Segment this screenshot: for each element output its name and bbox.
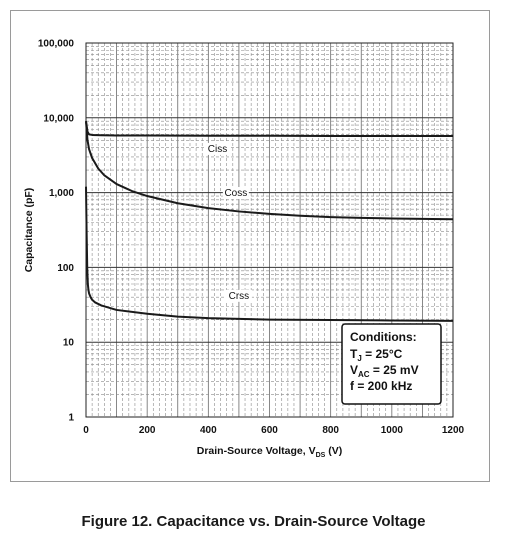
x-axis-label: Drain-Source Voltage, VDS (V) xyxy=(197,445,343,459)
y-tick-label: 1 xyxy=(68,413,74,424)
conditions-line: VAC = 25 mV xyxy=(350,363,419,379)
y-tick-label: 10 xyxy=(63,338,75,349)
y-axis-label: Capacitance (pF) xyxy=(23,188,35,273)
x-tick-label: 1000 xyxy=(381,425,404,436)
x-tick-label: 400 xyxy=(200,425,217,436)
conditions-line: TJ = 25°C xyxy=(350,347,403,363)
conditions-title: Conditions: xyxy=(350,330,417,344)
x-tick-label: 0 xyxy=(83,425,89,436)
series-label-bg xyxy=(204,142,231,155)
x-tick-label: 1200 xyxy=(442,425,465,436)
y-tick-label: 100 xyxy=(57,263,74,274)
capacitance-chart: 1 10 100 1,000 10,000 100,000 0 200 400 600 800 100… xyxy=(23,39,465,460)
x-tick-label: 800 xyxy=(322,425,339,436)
y-tick-label: 1,000 xyxy=(49,188,74,199)
x-tick-label: 200 xyxy=(139,425,156,436)
series-label-coss: Coss xyxy=(224,188,247,199)
series-label-bg xyxy=(222,187,249,200)
y-tick-label: 100,000 xyxy=(38,39,75,50)
series-label-ciss: Ciss xyxy=(208,144,227,155)
series-line-ciss xyxy=(85,121,453,138)
series-line-coss xyxy=(85,121,454,221)
series-label-crss: Crss xyxy=(229,291,250,302)
x-tick-label: 600 xyxy=(261,425,278,436)
y-tick-label: 10,000 xyxy=(43,113,74,124)
series-line-crss xyxy=(85,186,454,322)
figure-caption: Figure 12. Capacitance vs. Drain-Source … xyxy=(81,513,426,530)
conditions-line: f = 200 kHz xyxy=(350,379,412,393)
conditions-box xyxy=(341,323,442,405)
series-label-bg xyxy=(225,289,252,302)
